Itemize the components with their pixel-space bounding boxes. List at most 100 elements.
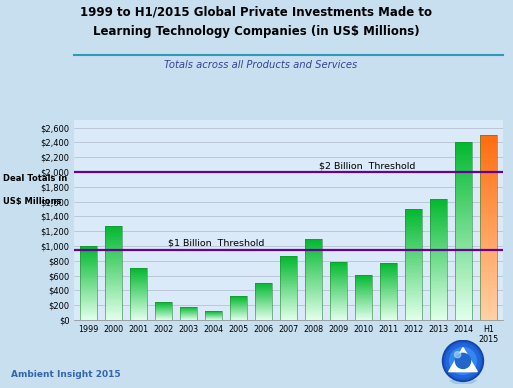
Bar [456,260,472,262]
Bar [305,313,322,314]
Bar [305,277,322,278]
Bar [280,285,297,286]
Bar [130,269,147,270]
Bar [105,273,122,274]
Bar [130,285,147,286]
Bar [380,264,397,265]
Bar [305,250,322,251]
Bar [255,315,272,316]
Bar [80,316,96,317]
Bar [255,291,272,292]
Bar [405,269,422,270]
Bar [305,269,322,270]
Bar [305,257,322,258]
Bar [430,261,447,262]
Bar [305,299,322,300]
Bar [405,216,422,217]
Bar [355,310,372,311]
Bar [80,246,96,320]
Bar [456,206,472,209]
Bar [355,290,372,291]
Bar [255,301,272,302]
Bar [405,229,422,230]
Bar [130,311,147,312]
Bar [456,224,472,227]
Bar [430,250,447,252]
Bar [430,290,447,291]
Bar [430,211,447,212]
Bar [80,301,96,303]
Bar [430,267,447,268]
Bar [430,206,447,208]
Bar [380,290,397,291]
Bar [380,280,397,281]
Bar [481,258,498,260]
Bar [105,294,122,295]
Bar [405,227,422,229]
Bar [105,231,122,232]
Bar [280,256,297,257]
Bar [430,217,447,218]
Bar [405,296,422,298]
Bar [481,318,498,320]
Bar [430,230,447,232]
Bar [380,275,397,276]
Bar [430,203,447,205]
Bar [481,211,498,214]
Bar [280,274,297,275]
Bar [481,225,498,228]
Bar [305,312,322,313]
Bar [405,249,422,251]
Bar [305,317,322,318]
Bar [80,274,96,275]
Bar [481,246,498,248]
Bar [255,283,272,284]
Bar [80,310,96,311]
Bar [305,307,322,308]
Bar [255,311,272,312]
Bar [430,253,447,255]
Bar [330,272,347,273]
Bar [280,292,297,293]
Bar [380,305,397,306]
Bar [481,315,498,318]
Bar [481,248,498,251]
Bar [405,222,422,223]
Bar [80,260,96,261]
Bar [430,225,447,226]
Bar [105,226,122,320]
Bar [456,269,472,271]
Bar [380,288,397,289]
Bar [105,239,122,240]
Bar [456,218,472,220]
Bar [405,266,422,267]
Bar [255,288,272,289]
Bar [280,281,297,282]
Bar [405,306,422,308]
Bar [280,261,297,262]
Bar [430,275,447,276]
Bar [481,237,498,239]
Bar [280,305,297,306]
Bar [430,227,447,229]
Bar [305,311,322,312]
Bar [481,188,498,191]
Bar [105,306,122,307]
Bar [80,273,96,274]
Bar [255,310,272,311]
Bar [255,298,272,299]
Bar [430,299,447,300]
Bar [105,315,122,317]
Bar [355,306,372,307]
Bar [380,273,397,274]
Bar [456,202,472,204]
Bar [456,215,472,218]
Bar [280,264,297,265]
Bar [481,177,498,179]
Bar [305,271,322,272]
Bar [456,273,472,275]
Bar [481,202,498,204]
Bar [355,275,372,276]
Bar [80,256,96,257]
Bar [280,294,297,295]
